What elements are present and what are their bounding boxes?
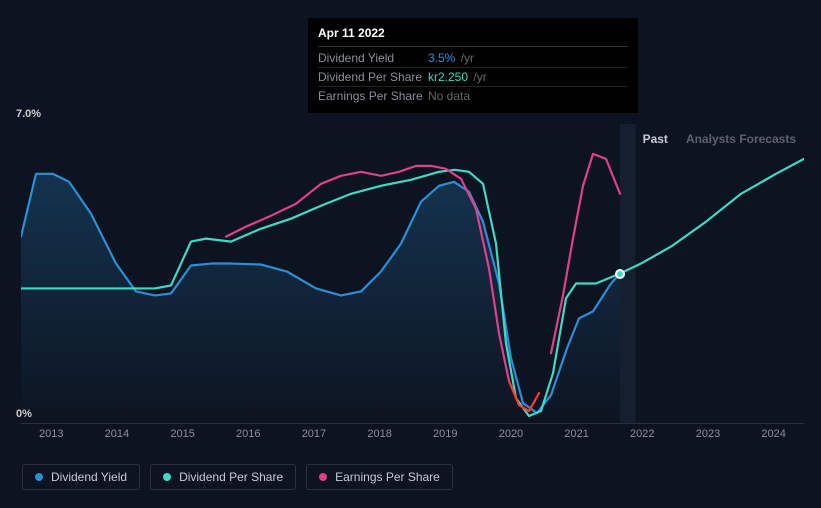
legend-label: Earnings Per Share — [335, 470, 440, 484]
legend-label: Dividend Per Share — [179, 470, 283, 484]
tooltip-row-label: Dividend Yield — [318, 51, 428, 65]
y-axis-max: 7.0% — [16, 108, 41, 120]
dividend-chart: 7.0% 0% Past Analysts Forecasts 20132014… — [16, 102, 806, 452]
tooltip-row-label: Earnings Per Share — [318, 89, 428, 103]
region-labels: Past Analysts Forecasts — [643, 132, 796, 146]
tooltip-row: Dividend Yield3.5% /yr — [318, 49, 628, 68]
chart-legend: Dividend Yield Dividend Per Share Earnings… — [22, 464, 453, 490]
x-axis-tick: 2015 — [170, 428, 194, 440]
tooltip-row-value: No data — [428, 89, 470, 103]
tooltip-row-value: kr2.250 — [428, 70, 468, 84]
x-axis-tick: 2023 — [696, 428, 720, 440]
x-axis-tick: 2014 — [105, 428, 129, 440]
x-axis-tick: 2021 — [564, 428, 588, 440]
x-axis-tick: 2016 — [236, 428, 260, 440]
x-axis: 2013 2014 2015 2016 2017 2018 2019 2020 2021 2022… — [21, 428, 804, 440]
chart-lines-svg — [21, 124, 804, 423]
tooltip-row: Dividend Per Sharekr2.250 /yr — [318, 68, 628, 87]
legend-label: Dividend Yield — [51, 470, 127, 484]
x-axis-tick: 2020 — [499, 428, 523, 440]
past-label: Past — [643, 132, 668, 146]
legend-item[interactable]: Earnings Per Share — [306, 464, 453, 490]
legend-item[interactable]: Dividend Per Share — [150, 464, 296, 490]
chart-tooltip: Apr 11 2022 Dividend Yield3.5% /yrDivide… — [308, 18, 638, 113]
chart-plot[interactable] — [21, 124, 804, 424]
forecast-label: Analysts Forecasts — [686, 132, 796, 146]
tooltip-row: Earnings Per ShareNo data — [318, 87, 628, 105]
legend-dot-icon — [163, 473, 171, 481]
tooltip-row-unit: /yr — [457, 51, 474, 65]
legend-dot-icon — [319, 473, 327, 481]
x-axis-tick: 2013 — [39, 428, 63, 440]
tooltip-row-label: Dividend Per Share — [318, 70, 428, 84]
x-axis-tick: 2024 — [761, 428, 785, 440]
cursor-marker — [615, 269, 625, 279]
x-axis-tick: 2022 — [630, 428, 654, 440]
tooltip-row-unit: /yr — [470, 70, 487, 84]
legend-item[interactable]: Dividend Yield — [22, 464, 140, 490]
tooltip-row-value: 3.5% — [428, 51, 455, 65]
x-axis-tick: 2017 — [302, 428, 326, 440]
x-axis-tick: 2019 — [433, 428, 457, 440]
x-axis-tick: 2018 — [367, 428, 391, 440]
tooltip-date: Apr 11 2022 — [318, 26, 628, 47]
legend-dot-icon — [35, 473, 43, 481]
